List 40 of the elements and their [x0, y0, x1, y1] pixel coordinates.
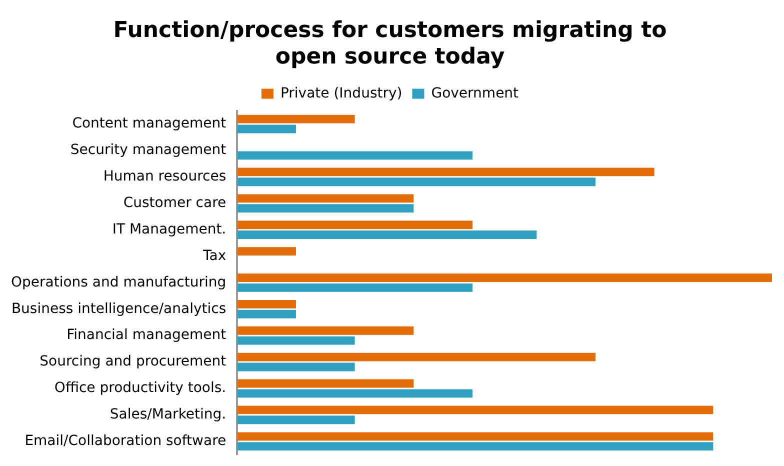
bar	[237, 114, 355, 124]
y-tick-label: Operations and manufacturing	[11, 274, 226, 290]
bar	[237, 151, 472, 160]
y-tick-label: Human resources	[103, 168, 226, 185]
bar	[237, 274, 772, 282]
y-tick-label: Email/Collaboration software	[24, 433, 226, 450]
y-tick-label: IT Management.	[112, 221, 226, 238]
chart-title: Function/process for customers migrating to open source today	[113, 18, 667, 70]
y-tick-label: Content management	[72, 116, 227, 132]
bar	[237, 362, 355, 372]
bar	[237, 124, 296, 134]
bar	[237, 230, 537, 239]
bar	[237, 220, 472, 230]
y-tick-label: Customer care	[123, 195, 226, 211]
y-tick-label: Tax	[202, 248, 226, 264]
bar	[237, 389, 472, 398]
bar	[237, 326, 414, 335]
y-tick-label: Financial management	[66, 327, 227, 344]
y-tick-label: Sales/Marketing.	[110, 406, 226, 423]
y-tick-label: Office productivity tools.	[54, 380, 226, 396]
y-tick-label: Security management	[70, 142, 227, 158]
bar	[237, 204, 414, 213]
bar	[237, 300, 296, 308]
bar	[237, 194, 414, 203]
bar	[237, 283, 472, 292]
bar	[237, 406, 714, 414]
y-tick-label: Sourcing and procurement	[40, 354, 227, 370]
bar	[237, 310, 296, 318]
y-tick-label: Business intelligence/analytics	[11, 300, 226, 317]
bar	[237, 379, 414, 388]
bar	[237, 432, 714, 441]
bar	[237, 336, 355, 345]
bar	[237, 168, 654, 176]
legend-label: Private (Industry)	[280, 85, 402, 102]
bar	[237, 178, 596, 186]
bar	[237, 352, 596, 362]
legend-label: Government	[431, 85, 520, 102]
bar	[237, 442, 714, 451]
bar	[237, 247, 296, 256]
bar	[237, 416, 355, 424]
